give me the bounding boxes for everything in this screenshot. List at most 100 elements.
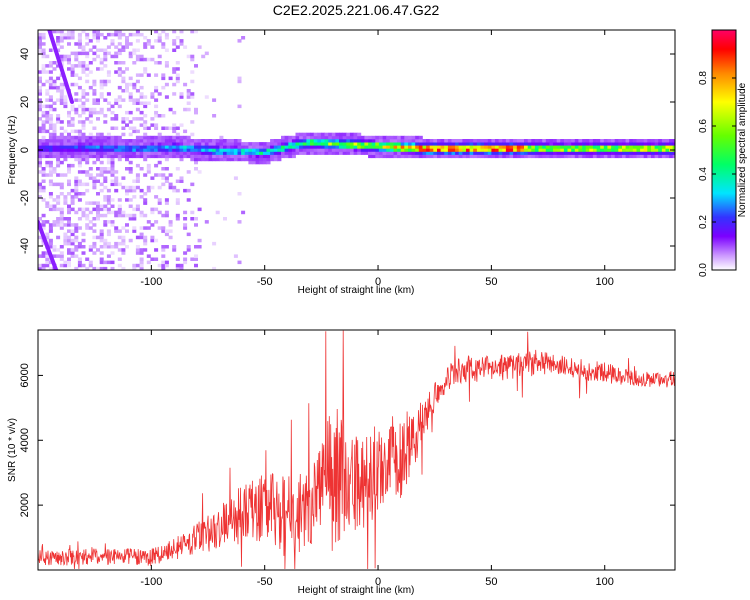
- heatmap-cell: [190, 182, 195, 187]
- heatmap-cell: [455, 148, 460, 152]
- heatmap-cell: [143, 70, 148, 74]
- heatmap-cell: [132, 142, 137, 146]
- heatmap-cell: [480, 154, 485, 159]
- heatmap-cell: [103, 223, 108, 227]
- heatmap-cell: [92, 110, 97, 115]
- heatmap-cell: [447, 154, 452, 159]
- heatmap-cell: [59, 30, 64, 34]
- heatmap-cell: [600, 154, 605, 159]
- heatmap-cell: [63, 142, 68, 146]
- heatmap-cell: [375, 135, 380, 140]
- heatmap-cell: [408, 135, 412, 140]
- heatmap-cell: [135, 101, 140, 105]
- heatmap-cell: [143, 145, 148, 149]
- heatmap-cell: [339, 151, 343, 155]
- heatmap-cell: [194, 30, 198, 34]
- heatmap-cell: [41, 104, 46, 109]
- heatmap-cell: [157, 198, 162, 202]
- heatmap-cell: [219, 148, 224, 152]
- heatmap-cell: [654, 145, 659, 149]
- heatmap-cell: [99, 238, 104, 243]
- heatmap-cell: [52, 142, 57, 146]
- heatmap-cell: [74, 92, 79, 96]
- heatmap-cell: [132, 188, 137, 193]
- heatmap-cell: [81, 92, 86, 96]
- heatmap-cell: [183, 154, 188, 159]
- heatmap-cell: [139, 117, 144, 121]
- heatmap-cell: [132, 179, 137, 183]
- heatmap-cell: [194, 110, 198, 115]
- heatmap-cell: [658, 139, 663, 143]
- heatmap-cell: [484, 145, 489, 149]
- heatmap-cell: [534, 148, 539, 152]
- heatmap-cell: [38, 101, 42, 105]
- heatmap-cell: [52, 220, 57, 224]
- heatmap-cell: [237, 79, 242, 84]
- heatmap-cell: [128, 32, 133, 37]
- heatmap-cell: [103, 79, 108, 84]
- heatmap-cell: [48, 95, 53, 99]
- heatmap-cell: [157, 145, 162, 149]
- heatmap-cell: [146, 145, 151, 149]
- heatmap-cell: [422, 142, 427, 146]
- heatmap-cell: [157, 139, 162, 143]
- heatmap-cell: [585, 151, 590, 155]
- heatmap-cell: [114, 151, 119, 155]
- heatmap-cell: [96, 110, 100, 115]
- heatmap-cell: [578, 151, 583, 155]
- heatmap-cell: [74, 154, 79, 159]
- heatmap-cell: [70, 51, 75, 56]
- y-tick-label: 40: [19, 48, 31, 60]
- heatmap-cell: [611, 154, 616, 159]
- heatmap-cell: [70, 154, 75, 159]
- heatmap-cell: [502, 139, 507, 143]
- heatmap-cell: [139, 101, 144, 105]
- figure-title: C2E2.2025.221.06.47.G22: [273, 2, 440, 18]
- heatmap-cell: [172, 110, 177, 115]
- heatmap-cell: [45, 98, 50, 102]
- heatmap-cell: [458, 139, 463, 143]
- heatmap-cell: [190, 257, 195, 261]
- heatmap-cell: [56, 120, 61, 124]
- heatmap-cell: [194, 167, 198, 171]
- heatmap-cell: [143, 132, 148, 137]
- heatmap-cell: [190, 79, 195, 84]
- heatmap-cell: [114, 213, 119, 218]
- heatmap-cell: [59, 257, 64, 261]
- heatmap-cell: [67, 36, 71, 40]
- heatmap-cell: [81, 182, 86, 187]
- heatmap-cell: [85, 73, 90, 77]
- heatmap-cell: [154, 114, 159, 118]
- heatmap-cell: [654, 151, 659, 155]
- heatmap-cell: [164, 198, 169, 202]
- heatmap-cell: [59, 82, 64, 87]
- heatmap-cell: [99, 173, 104, 177]
- heatmap-cell: [77, 132, 82, 137]
- heatmap-cell: [92, 151, 97, 155]
- heatmap-cell: [154, 110, 159, 115]
- heatmap-cell: [397, 135, 402, 140]
- heatmap-cell: [302, 145, 307, 149]
- heatmap-cell: [175, 73, 180, 77]
- heatmap-cell: [81, 251, 86, 255]
- heatmap-cell: [520, 142, 525, 146]
- heatmap-cell: [625, 142, 630, 146]
- heatmap-cell: [63, 223, 68, 227]
- heatmap-cell: [70, 201, 75, 205]
- heatmap-cell: [175, 79, 180, 84]
- heatmap-cell: [632, 142, 637, 146]
- heatmap-cell: [183, 45, 188, 49]
- heatmap-cell: [230, 154, 235, 159]
- heatmap-cell: [201, 148, 206, 152]
- heatmap-cell: [135, 179, 140, 183]
- heatmap-cell: [302, 132, 307, 137]
- heatmap-cell: [230, 151, 235, 155]
- heatmap-cell: [353, 145, 358, 149]
- heatmap-cell: [368, 135, 373, 140]
- heatmap-cell: [295, 142, 300, 146]
- heatmap-cell: [154, 151, 159, 155]
- heatmap-cell: [128, 95, 133, 99]
- heatmap-cell: [63, 148, 68, 152]
- heatmap-cell: [172, 185, 177, 190]
- heatmap-cell: [161, 73, 166, 77]
